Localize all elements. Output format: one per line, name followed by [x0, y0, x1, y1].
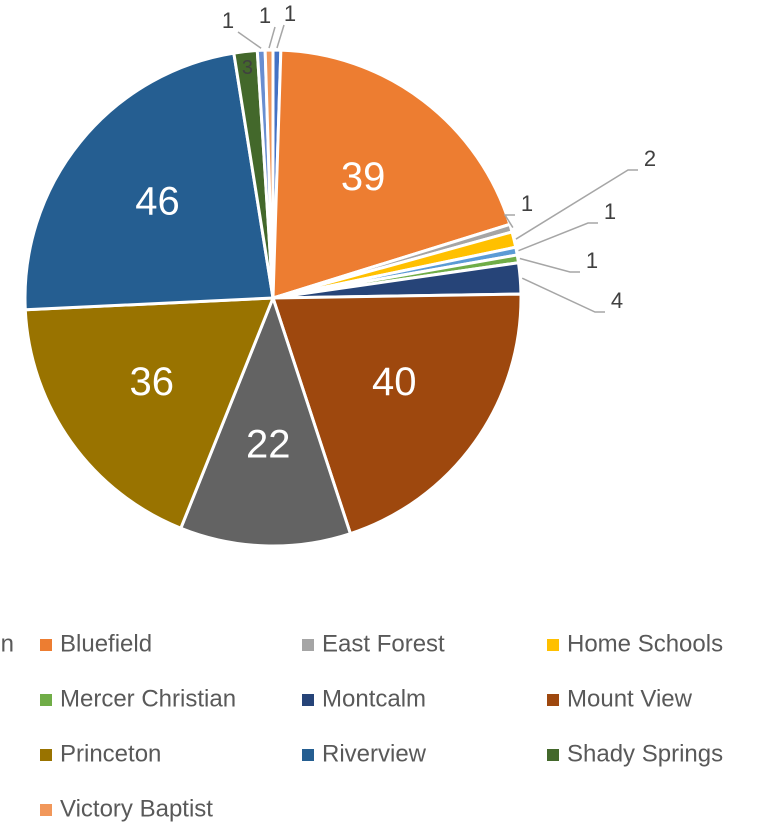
- data-label: 2: [644, 146, 656, 171]
- data-label: 1: [521, 191, 533, 216]
- legend-swatch: [547, 639, 559, 651]
- data-label: 40: [372, 360, 417, 404]
- legend-swatch: [302, 749, 314, 761]
- legend-label: Mercer Christian: [60, 685, 236, 712]
- data-label: 39: [341, 155, 386, 199]
- legend-swatch: [547, 694, 559, 706]
- legend-label: Montcalm: [322, 685, 426, 712]
- data-label: 1: [284, 1, 296, 26]
- leader-line: [521, 277, 605, 313]
- legend-swatch: [302, 639, 314, 651]
- legend-label: Mount View: [567, 685, 693, 712]
- leader-line: [519, 257, 580, 273]
- data-label: 3: [242, 57, 253, 79]
- leader-line: [503, 214, 515, 228]
- leader-line: [268, 26, 276, 49]
- leader-line: [237, 31, 262, 49]
- data-label: 36: [130, 360, 175, 404]
- data-label: 46: [135, 180, 180, 224]
- data-label: 4: [611, 288, 623, 313]
- legend-label: n: [1, 630, 14, 657]
- legend-label: East Forest: [322, 630, 445, 657]
- pie-slice: [270, 292, 523, 536]
- legend-label: Victory Baptist: [60, 795, 213, 822]
- pie-slice: [23, 51, 275, 312]
- legend-swatch: [40, 749, 52, 761]
- legend-swatch: [547, 749, 559, 761]
- legend-swatch: [302, 694, 314, 706]
- legend-label: Home Schools: [567, 630, 723, 657]
- data-label: 1: [259, 3, 271, 28]
- data-label: 1: [604, 199, 616, 224]
- legend-label: Bluefield: [60, 630, 152, 657]
- legend-swatch: [40, 639, 52, 651]
- leader-line: [518, 222, 598, 252]
- pie-slice: [263, 48, 275, 299]
- legend-label: Shady Springs: [567, 740, 723, 767]
- leader-line: [515, 169, 638, 240]
- legend-swatch: [40, 804, 52, 816]
- pie-slice: [178, 293, 353, 548]
- leader-line: [276, 24, 285, 49]
- legend-label: Riverview: [322, 740, 427, 767]
- legend-swatch: [40, 694, 52, 706]
- pie-slice: [23, 296, 276, 531]
- data-label: 1: [222, 8, 234, 33]
- data-label: 22: [246, 422, 291, 466]
- data-label: 1: [586, 248, 598, 273]
- legend-label: Princeton: [60, 740, 161, 767]
- pie-slice: [271, 48, 512, 301]
